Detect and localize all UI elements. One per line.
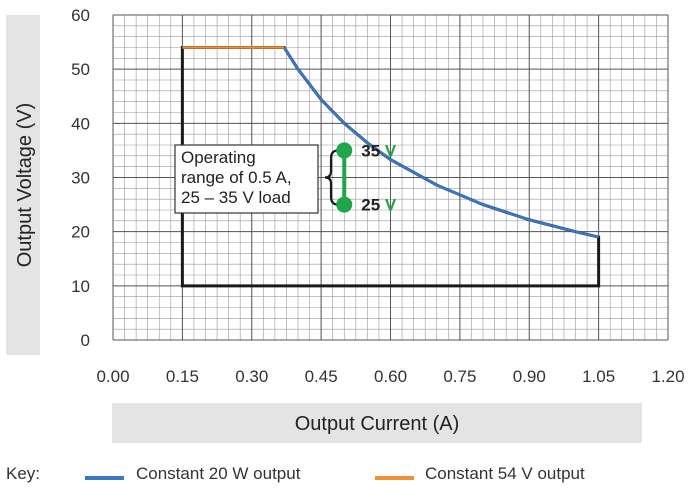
y-tick-label: 20 <box>71 223 90 242</box>
legend-label-constant-54v: Constant 54 V output <box>425 464 585 483</box>
annotation-box <box>174 144 319 214</box>
y-axis-title: Output Voltage (V) <box>14 103 36 268</box>
y-tick-label: 50 <box>71 60 90 79</box>
x-tick-labels: 0.00 0.15 0.30 0.45 0.60 0.75 0.90 1.05 1.20 <box>96 367 684 386</box>
x-tick-label: 0.75 <box>443 367 476 386</box>
y-axis-title-band <box>6 15 40 355</box>
y-tick-label: 30 <box>71 169 90 188</box>
legend-label-constant-20w: Constant 20 W output <box>136 464 301 483</box>
x-tick-label: 0.30 <box>235 367 268 386</box>
y-tick-label: 40 <box>71 114 90 133</box>
y-tick-label: 10 <box>71 277 90 296</box>
range-marker-high <box>336 142 353 159</box>
y-tick-label: 60 <box>71 6 90 25</box>
x-axis-title-band <box>112 403 642 443</box>
x-tick-label: 0.45 <box>305 367 338 386</box>
x-tick-label: 0.60 <box>374 367 407 386</box>
x-tick-label: 0.00 <box>96 367 129 386</box>
y-tick-label: 0 <box>81 331 90 350</box>
legend: Key: Constant 20 W output Constant 54 V … <box>6 464 585 483</box>
annotation-line: 25 – 35 V load <box>181 188 291 207</box>
series-line-constant-20w <box>283 46 599 239</box>
x-tick-label: 0.15 <box>166 367 199 386</box>
x-tick-label: 1.20 <box>651 367 684 386</box>
series-lines <box>182 46 599 239</box>
x-tick-label: 0.90 <box>513 367 546 386</box>
annotation-brace <box>324 149 339 206</box>
x-tick-label: 1.05 <box>582 367 615 386</box>
range-label-high: 35 V <box>361 141 397 160</box>
annotation-line: range of 0.5 A, <box>181 168 292 187</box>
y-tick-labels: 0 10 20 30 40 50 60 <box>71 6 90 350</box>
range-marker-low <box>336 196 353 213</box>
range-label-low: 25 V <box>361 196 397 215</box>
annotation-line: Operating <box>181 148 256 167</box>
x-axis-title: Output Current (A) <box>295 413 460 435</box>
legend-key-label: Key: <box>6 464 40 483</box>
